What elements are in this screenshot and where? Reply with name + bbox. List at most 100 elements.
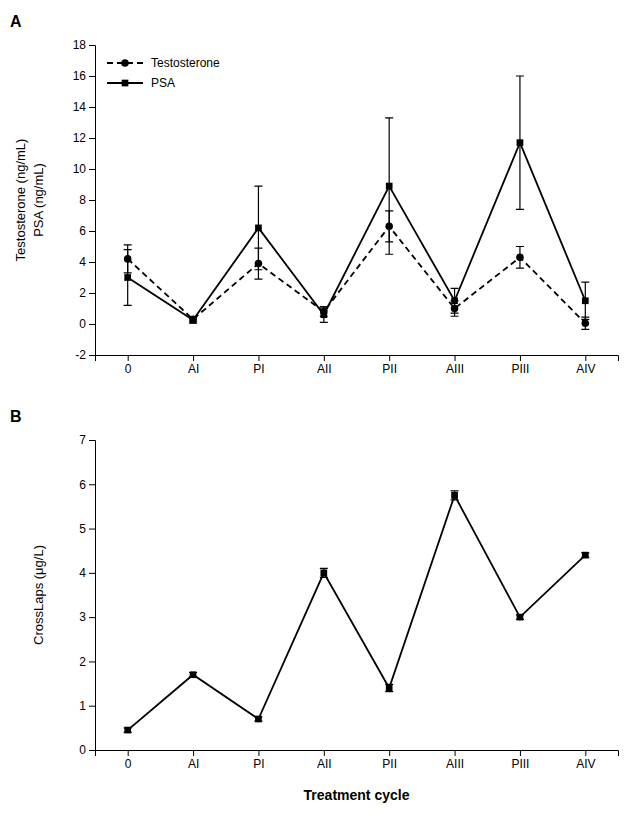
point [255,225,262,232]
error-bar [385,684,393,691]
tick-mark [89,573,95,574]
x-tick: AIV [576,750,595,771]
tick-mark [89,200,95,201]
tick-mark [585,750,586,756]
tick-mark [89,484,95,485]
tick-mark [89,293,95,294]
y-tick: 14 [73,100,95,114]
plot-area [124,491,590,733]
x-tick: PIII [511,355,529,376]
tick-label: 10 [73,162,87,176]
tick-mark [89,169,95,170]
tick-label: PII [382,757,397,771]
legend-marker [122,80,129,87]
error-bar [581,282,589,319]
tick-label: PII [382,362,397,376]
tick-mark [455,750,456,756]
legend-label: Testosterone [151,56,220,70]
tick-label: 0 [125,362,132,376]
point [190,671,197,678]
y-tick: 6 [79,478,95,492]
tick-mark [89,440,95,441]
tick-label: 0 [79,743,86,757]
line [128,226,586,323]
tick-mark [89,138,95,139]
y-tick: 7 [79,433,95,447]
tick-mark [324,750,325,756]
point [451,492,458,499]
y-tick: 2 [79,655,95,669]
tick-label: 8 [79,193,86,207]
tick-label: 12 [73,131,87,145]
y-axis-title: Testosterone (ng/mL) [13,139,28,262]
y-axis-title: CrossLaps (μg/L) [31,545,46,645]
point [386,685,393,692]
tick-label: 2 [79,286,86,300]
y-tick: 0 [79,317,95,331]
tick-mark [89,45,95,46]
tick-label: 18 [73,38,87,52]
error-bar [189,317,197,323]
line [128,495,586,730]
point [517,139,524,146]
tick-label: 6 [79,224,86,238]
series [124,491,590,733]
tick-label: AII [317,362,332,376]
y-tick: 3 [79,610,95,624]
legend: Testosterone PSA [107,56,220,90]
line [128,143,586,320]
x-tick: AIII [446,355,464,376]
x-axis-title: Treatment cycle [304,787,410,803]
axis-line [89,46,96,356]
tick-label: -2 [75,348,86,362]
legend-item: Testosterone [107,56,220,70]
tick-mark [258,750,259,756]
x-tick: PII [382,355,397,376]
error-bar [451,491,459,500]
series [124,211,590,330]
tick-label: AII [317,757,332,771]
tick-label: 7 [79,433,86,447]
y-tick: 5 [79,522,95,536]
x-tick: PIII [511,750,529,771]
x-tick: AI [188,750,199,771]
y-axis: -2 0 2 4 6 8 10 12 14 16 18 [73,38,96,362]
y-tick: 1 [79,699,95,713]
x-tick: AII [317,355,332,376]
tick-mark [89,76,95,77]
tick-mark [258,355,259,361]
point [516,254,524,262]
legend-label: PSA [151,76,175,90]
y-tick: 0 [79,743,95,757]
tick-label: 4 [79,255,86,269]
tick-mark [89,706,95,707]
tick-label: 1 [79,699,86,713]
panel: -20246810121416180AIPIAIIPIIAIIIPIIIAIVA… [10,13,619,376]
error-bar [320,568,328,577]
y-axis-title: PSA (ng/mL) [31,163,46,237]
y-tick: 18 [73,38,95,52]
tick-label: 0 [125,757,132,771]
tick-mark [193,750,194,756]
tick-mark [89,750,95,751]
tick-label: AI [188,757,199,771]
y-tick: 16 [73,69,95,83]
legend-item: PSA [107,76,175,90]
tick-label: AI [188,362,199,376]
tick-label: AIV [576,757,595,771]
x-tick: PII [382,750,397,771]
point [582,297,589,304]
y-tick: -2 [75,348,95,362]
tick-label: 14 [73,100,87,114]
panel-label: B [10,408,22,425]
tick-mark [89,617,95,618]
x-tick: PI [253,355,264,376]
tick-mark [89,262,95,263]
tick-label: 3 [79,610,86,624]
tick-mark [89,324,95,325]
x-tick: AIV [576,355,595,376]
error-bar [516,247,524,269]
point [124,727,131,734]
tick-mark [520,750,521,756]
y-tick: 4 [79,255,95,269]
